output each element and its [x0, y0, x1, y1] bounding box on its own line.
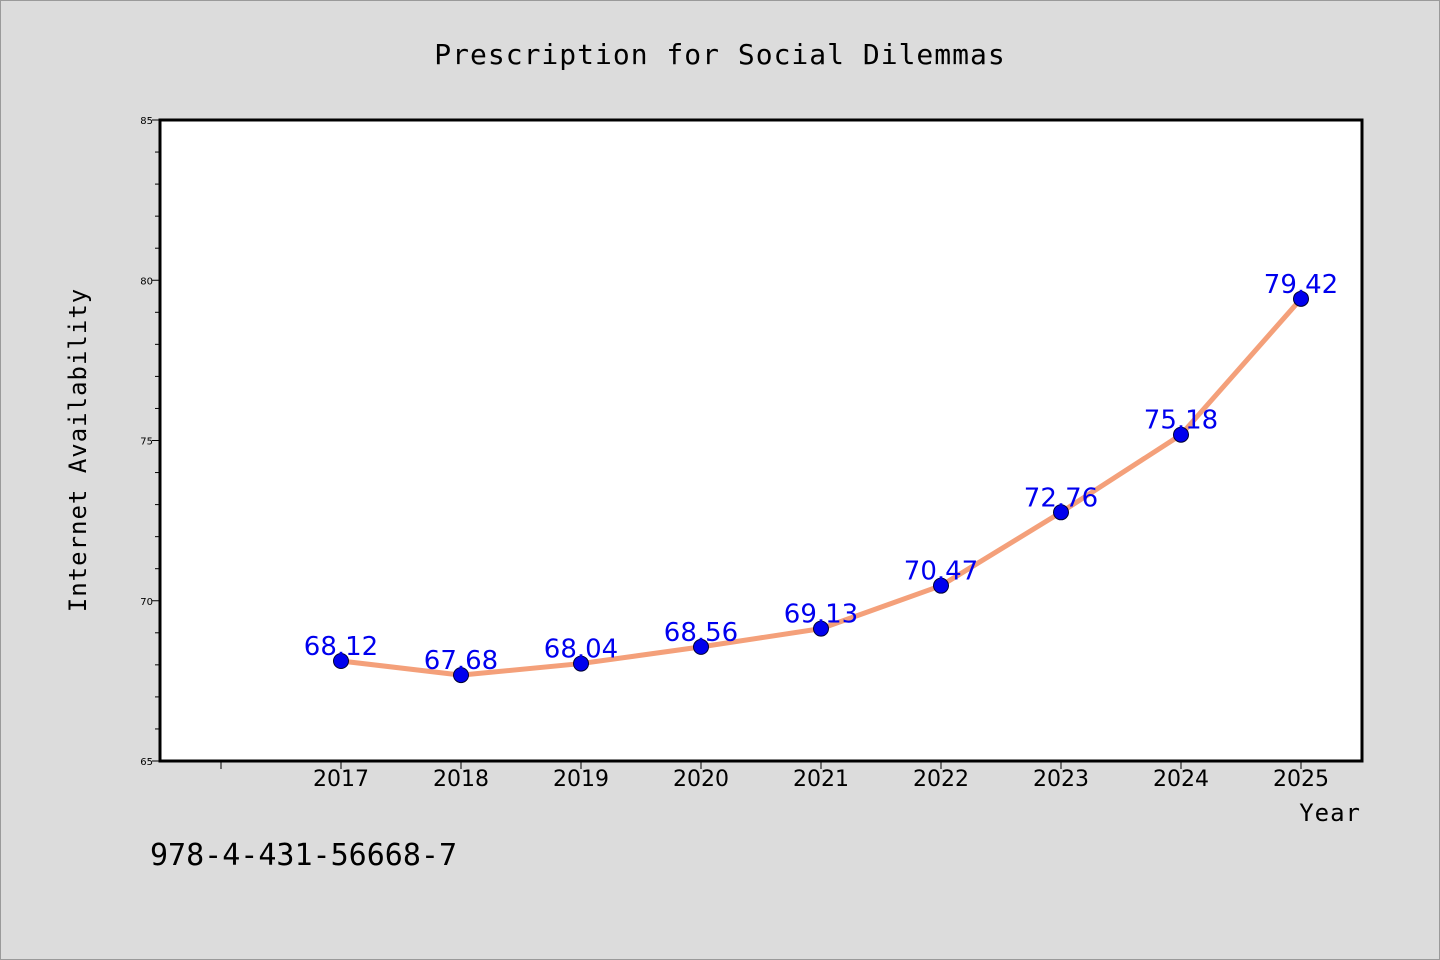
y-tick-label: 80 [140, 276, 153, 287]
series-layer [333, 290, 1309, 684]
x-tick-label-2019: 2019 [553, 767, 609, 792]
y-tick-label: 75 [140, 437, 153, 448]
y-axis-title: Internet Availability [64, 288, 92, 612]
y-tick-label: 65 [140, 757, 153, 768]
data-label-2021: 69.13 [784, 600, 858, 630]
data-label-2020: 68.56 [664, 618, 738, 648]
x-tick-label-2021: 2021 [793, 767, 849, 792]
data-label-2024: 75.18 [1144, 406, 1218, 436]
data-label-layer: 68.12 67.68 68.04 68.56 69.13 70.47 72.76 75.18… [304, 270, 1338, 676]
x-tick-label-2024: 2024 [1153, 767, 1209, 792]
isbn-annotation: 978-4-431-56668-7 [150, 838, 457, 873]
chart-title: Prescription for Social Dilemmas [434, 38, 1005, 71]
x-tick-label-2025: 2025 [1273, 767, 1329, 792]
data-point-2023 [1053, 504, 1069, 521]
x-tick-label-2020: 2020 [673, 767, 729, 792]
x-axis: 2017 2018 2019 2020 2021 2022 2023 2024 2025 [220, 761, 1329, 792]
data-point-2020 [693, 638, 709, 655]
data-point-2025 [1293, 290, 1309, 307]
data-label-2025: 79.42 [1264, 270, 1338, 300]
data-point-2018 [453, 667, 469, 684]
y-tick-label: 70 [140, 597, 153, 608]
data-point-2022 [933, 577, 949, 594]
y-tick-label: 85 [140, 116, 153, 127]
x-tick-label-2023: 2023 [1033, 767, 1089, 792]
data-label-2023: 72.76 [1024, 483, 1098, 513]
y-axis: 65 70 75 80 85 [140, 116, 160, 768]
x-axis-title: Year [1299, 799, 1361, 827]
plot-area [158, 118, 1364, 763]
data-label-2019: 68.04 [544, 635, 618, 665]
data-label-2018: 67.68 [424, 646, 498, 676]
data-label-2022: 70.47 [904, 557, 978, 587]
x-tick-label-2017: 2017 [313, 767, 369, 792]
x-tick-label-2018: 2018 [433, 767, 489, 792]
data-point-2021 [813, 620, 829, 637]
data-point-2024 [1173, 426, 1189, 443]
data-point-2017 [333, 653, 349, 670]
data-point-2019 [573, 655, 589, 672]
data-label-2017: 68.12 [304, 632, 378, 662]
x-tick-label-2022: 2022 [913, 767, 969, 792]
